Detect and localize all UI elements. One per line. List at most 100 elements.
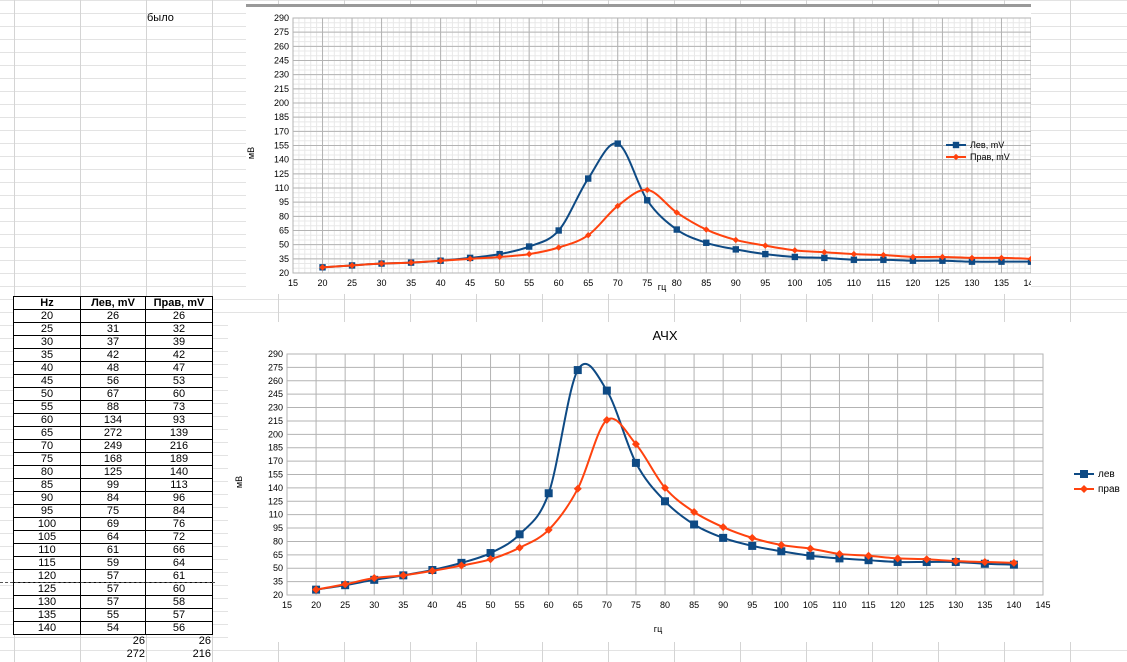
table-cell[interactable]: 75 bbox=[80, 504, 146, 518]
y-tick-label: 290 bbox=[268, 349, 283, 359]
x-tick-label: 130 bbox=[948, 600, 963, 610]
table-row: 40 48 47 bbox=[13, 361, 213, 375]
table-cell[interactable]: 42 bbox=[145, 348, 213, 362]
table-cell[interactable]: 113 bbox=[145, 478, 213, 492]
table-cell[interactable]: 93 bbox=[145, 413, 213, 427]
table-cell[interactable]: 168 bbox=[80, 452, 146, 466]
table-cell[interactable]: 130 bbox=[13, 595, 81, 609]
x-tick-label: 55 bbox=[515, 600, 525, 610]
table-cell[interactable]: 26 bbox=[80, 309, 146, 323]
chart-top[interactable]: 15 20 25 30 35 40 45 50 55 60 65 70 75 80 85 90 95 100 105… bbox=[246, 4, 1039, 294]
table-cell[interactable]: 30 bbox=[13, 335, 81, 349]
extra-cell[interactable]: 26 bbox=[198, 635, 211, 647]
table-cell[interactable]: 60 bbox=[13, 413, 81, 427]
x-tick-label: 140 bbox=[1023, 278, 1031, 288]
table-cell[interactable]: 54 bbox=[80, 621, 146, 635]
table-cell[interactable]: 26 bbox=[145, 309, 213, 323]
table-cell[interactable]: 65 bbox=[13, 426, 81, 440]
table-cell[interactable]: 189 bbox=[145, 452, 213, 466]
y-tick-label: 50 bbox=[273, 563, 283, 573]
table-cell[interactable]: 31 bbox=[80, 322, 146, 336]
table-row: 85 99 113 bbox=[13, 478, 213, 492]
table-cell[interactable]: 85 bbox=[13, 478, 81, 492]
table-cell[interactable]: 64 bbox=[80, 530, 146, 544]
table-cell[interactable]: 88 bbox=[80, 400, 146, 414]
table-cell[interactable]: 125 bbox=[80, 465, 146, 479]
table-cell[interactable]: 61 bbox=[80, 543, 146, 557]
table-cell[interactable]: 99 bbox=[80, 478, 146, 492]
table-cell[interactable]: 125 bbox=[13, 582, 81, 596]
table-cell[interactable]: 55 bbox=[80, 608, 146, 622]
table-cell[interactable]: 57 bbox=[80, 569, 146, 583]
table-cell[interactable]: 55 bbox=[13, 400, 81, 414]
table-cell[interactable]: 84 bbox=[80, 491, 146, 505]
table-cell[interactable]: 57 bbox=[80, 595, 146, 609]
table-cell[interactable]: 105 bbox=[13, 530, 81, 544]
table-cell[interactable]: 50 bbox=[13, 387, 81, 401]
header-hz[interactable]: Hz bbox=[13, 296, 81, 310]
table-cell[interactable]: 64 bbox=[145, 556, 213, 570]
table-cell[interactable]: 272 bbox=[80, 426, 146, 440]
table-cell[interactable]: 139 bbox=[145, 426, 213, 440]
table-cell[interactable]: 75 bbox=[13, 452, 81, 466]
table-cell[interactable]: 39 bbox=[145, 335, 213, 349]
table-cell[interactable]: 72 bbox=[145, 530, 213, 544]
table-cell[interactable]: 100 bbox=[13, 517, 81, 531]
table-cell[interactable]: 61 bbox=[145, 569, 213, 583]
data-point bbox=[312, 585, 321, 594]
chart-bottom[interactable]: 15 20 25 30 35 40 45 50 55 60 65 70 75 80 85 90 95 100 105… bbox=[228, 322, 1127, 642]
table-cell[interactable]: 35 bbox=[13, 348, 81, 362]
table-cell[interactable]: 48 bbox=[80, 361, 146, 375]
header-right[interactable]: Прав, mV bbox=[145, 296, 213, 310]
table-cell[interactable]: 110 bbox=[13, 543, 81, 557]
table-cell[interactable]: 58 bbox=[145, 595, 213, 609]
table-cell[interactable]: 56 bbox=[145, 621, 213, 635]
table-cell[interactable]: 140 bbox=[145, 465, 213, 479]
table-cell[interactable]: 140 bbox=[13, 621, 81, 635]
table-cell[interactable]: 60 bbox=[145, 387, 213, 401]
table-cell[interactable]: 47 bbox=[145, 361, 213, 375]
table-cell[interactable]: 249 bbox=[80, 439, 146, 453]
table-cell[interactable]: 69 bbox=[80, 517, 146, 531]
table-cell[interactable]: 56 bbox=[80, 374, 146, 388]
table-cell[interactable]: 66 bbox=[145, 543, 213, 557]
table-cell[interactable]: 90 bbox=[13, 491, 81, 505]
table-cell[interactable]: 37 bbox=[80, 335, 146, 349]
table-cell[interactable]: 32 bbox=[145, 322, 213, 336]
table-cell[interactable]: 20 bbox=[13, 309, 81, 323]
table-cell[interactable]: 135 bbox=[13, 608, 81, 622]
table-cell[interactable]: 216 bbox=[145, 439, 213, 453]
header-left[interactable]: Лев, mV bbox=[80, 296, 146, 310]
x-tick-label: 130 bbox=[964, 278, 979, 288]
table-row: 130 57 58 bbox=[13, 595, 213, 609]
table-cell[interactable]: 73 bbox=[145, 400, 213, 414]
table-cell[interactable]: 76 bbox=[145, 517, 213, 531]
extra-cell[interactable]: 272 bbox=[126, 648, 145, 660]
table-cell[interactable]: 60 bbox=[145, 582, 213, 596]
cell-note[interactable]: было bbox=[147, 12, 174, 24]
table-cell[interactable]: 115 bbox=[13, 556, 81, 570]
table-cell[interactable]: 57 bbox=[80, 582, 146, 596]
data-point bbox=[673, 209, 680, 216]
table-cell[interactable]: 96 bbox=[145, 491, 213, 505]
table-cell[interactable]: 53 bbox=[145, 374, 213, 388]
table-cell[interactable]: 59 bbox=[80, 556, 146, 570]
extra-cell[interactable]: 216 bbox=[192, 648, 211, 660]
table-cell[interactable]: 25 bbox=[13, 322, 81, 336]
table-cell[interactable]: 84 bbox=[145, 504, 213, 518]
table-cell[interactable]: 40 bbox=[13, 361, 81, 375]
table-cell[interactable]: 134 bbox=[80, 413, 146, 427]
table-cell[interactable]: 80 bbox=[13, 465, 81, 479]
extra-cell[interactable]: 26 bbox=[132, 635, 145, 647]
table-row: 80 125 140 bbox=[13, 465, 213, 479]
table-cell[interactable]: 57 bbox=[145, 608, 213, 622]
table-cell[interactable]: 120 bbox=[13, 569, 81, 583]
x-tick-label: 25 bbox=[347, 278, 357, 288]
table-cell[interactable]: 70 bbox=[13, 439, 81, 453]
data-point bbox=[835, 549, 844, 558]
data-point bbox=[644, 197, 651, 204]
table-cell[interactable]: 95 bbox=[13, 504, 81, 518]
table-cell[interactable]: 42 bbox=[80, 348, 146, 362]
table-cell[interactable]: 45 bbox=[13, 374, 81, 388]
table-cell[interactable]: 67 bbox=[80, 387, 146, 401]
